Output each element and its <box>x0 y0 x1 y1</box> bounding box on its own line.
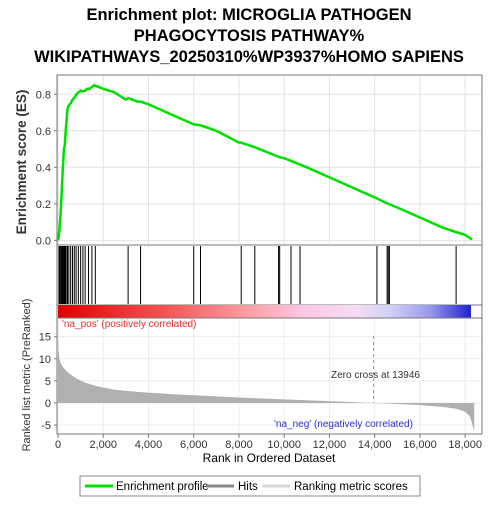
metric-y-tick-label: 15 <box>39 332 51 344</box>
chart-title-line-3: WIKIPATHWAYS_20250310%WP3937%HOMO SAPIEN… <box>34 48 464 66</box>
enrichment-profile-series <box>56 83 473 241</box>
metric-y-tick-label: 10 <box>39 354 51 366</box>
x-axis: 0 2,000 4,000 6,000 8,000 10,000 12,000 14,000 1… <box>55 434 482 451</box>
zero-cross-label: Zero cross at 13946 <box>331 370 420 381</box>
metric-y-tick-label: 0 <box>45 398 51 410</box>
x-tick-label: 12,000 <box>313 439 347 451</box>
neg-correlation-label: 'na_neg' (negatively correlated) <box>274 419 413 430</box>
x-tick-label: 10,000 <box>267 439 301 451</box>
hits-series <box>58 246 457 304</box>
x-tick-label: 0 <box>55 439 61 451</box>
metric-y-axis-label: Ranked list metric (PreRanked) <box>21 299 33 452</box>
es-y-tick-label: 0.6 <box>36 126 51 138</box>
es-y-tick-label: 0.4 <box>36 162 51 174</box>
chart-title-line-2: PHAGOCYTOSIS PATHWAY% <box>134 27 365 45</box>
es-panel-frame <box>56 74 483 246</box>
enrichment-profile-line <box>56 83 473 241</box>
x-tick-label: 8,000 <box>225 439 253 451</box>
es-gridlines <box>57 76 481 244</box>
x-tick-label: 14,000 <box>358 439 392 451</box>
x-tick-label: 4,000 <box>135 439 163 451</box>
es-y-axis-label: Enrichment score (ES) <box>14 90 29 235</box>
legend-metric-label: Ranking metric scores <box>294 481 408 493</box>
legend-hits-label: Hits <box>238 481 258 493</box>
es-y-axis: 0.0 0.2 0.4 0.6 0.8 <box>36 89 57 247</box>
es-y-tick-label: 0.8 <box>36 89 51 101</box>
x-tick-label: 2,000 <box>89 439 117 451</box>
x-tick-label: 16,000 <box>403 439 437 451</box>
metric-y-tick-label: -5 <box>41 420 51 432</box>
legend: Enrichment profile Hits Ranking metric s… <box>79 475 421 497</box>
es-y-tick-label: 0.2 <box>36 199 51 211</box>
metric-y-tick-label: 5 <box>45 376 51 388</box>
hits-panel-frame <box>56 244 483 306</box>
es-y-tick-label: 0.0 <box>36 235 51 247</box>
x-tick-label: 18,000 <box>448 439 482 451</box>
legend-profile-label: Enrichment profile <box>116 481 209 493</box>
x-tick-label: 6,000 <box>180 439 208 451</box>
pos-correlation-label: 'na_pos' (positively correlated) <box>62 319 196 330</box>
x-axis-label: Rank in Ordered Dataset <box>203 451 336 465</box>
metric-panel-frame <box>56 317 483 435</box>
ranking-gradient-fill <box>58 305 471 318</box>
legend-box <box>79 475 421 497</box>
chart-title-line-1: Enrichment plot: MICROGLIA PATHOGEN <box>86 6 411 24</box>
metric-y-axis: -5 0 5 10 15 <box>39 332 57 432</box>
